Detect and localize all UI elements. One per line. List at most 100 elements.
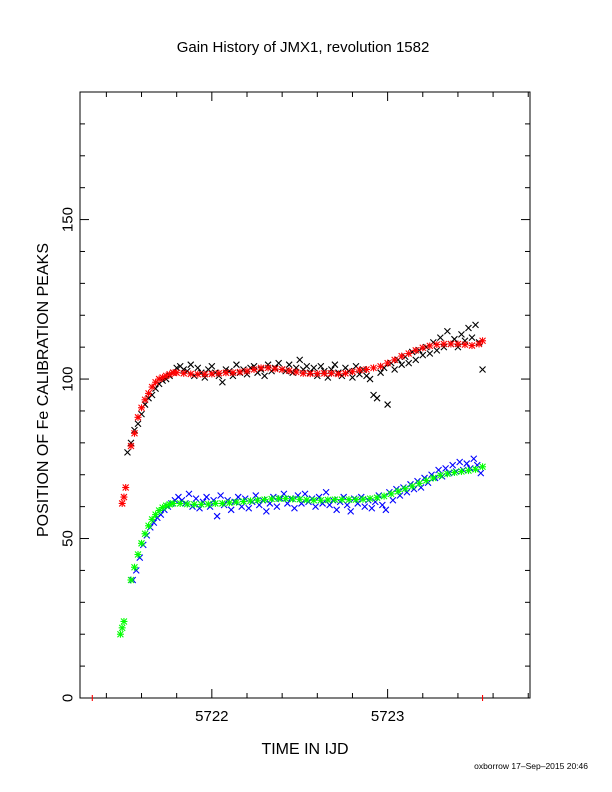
data-points [91, 321, 487, 701]
data-point-series-1 [261, 372, 268, 380]
data-point-series-1 [384, 401, 392, 408]
data-point-series-2 [222, 369, 230, 377]
data-point-series-4 [450, 469, 458, 477]
data-point-series-2 [285, 367, 293, 375]
data-point-series-2 [208, 370, 216, 378]
data-point-series-2 [257, 364, 265, 372]
data-point-series-4 [261, 496, 269, 504]
data-point-series-2 [313, 370, 321, 378]
y-tick-label: 50 [60, 530, 77, 547]
data-point-series-4 [118, 624, 126, 632]
data-point-series-4 [457, 468, 465, 476]
data-point-series-4 [394, 487, 402, 495]
data-point-series-4 [162, 502, 170, 510]
data-point-series-2 [391, 356, 399, 364]
data-point-series-2 [479, 337, 487, 345]
data-point-series-4 [176, 499, 184, 507]
data-point-series-3 [312, 503, 319, 511]
data-point-series-3 [301, 490, 309, 498]
data-point-series-1 [218, 378, 226, 386]
data-point-series-2 [138, 404, 146, 412]
data-point-series-4 [197, 500, 205, 508]
data-point-series-2 [236, 368, 244, 376]
data-point-series-3 [213, 512, 221, 520]
data-point-series-2 [250, 365, 258, 373]
data-point-series-3 [192, 495, 200, 503]
data-point-series-4 [145, 522, 153, 530]
data-point-series-4 [479, 463, 487, 471]
data-point-series-4 [373, 494, 381, 502]
data-point-series-3 [477, 469, 485, 477]
data-point-series-4 [387, 490, 395, 498]
data-point-series-1 [412, 356, 420, 364]
data-point-series-2 [454, 340, 462, 348]
data-point-series-1 [233, 361, 240, 369]
x-tick-label: 5722 [195, 708, 228, 725]
data-point-series-2 [398, 352, 406, 360]
data-point-series-2 [419, 344, 427, 352]
data-point-series-1 [377, 369, 384, 377]
data-point-series-2 [162, 372, 170, 380]
data-point-series-1 [366, 375, 374, 383]
data-point-series-3 [368, 504, 376, 512]
data-point-series-2 [148, 383, 156, 391]
data-point-series-2 [412, 346, 420, 354]
data-point-series-3 [347, 508, 355, 515]
data-point-series-4 [472, 465, 480, 473]
data-point-series-1 [468, 334, 476, 341]
data-point-series-2 [120, 493, 128, 501]
data-point-series-4 [331, 496, 339, 504]
data-point-series-1 [124, 449, 131, 456]
data-point-series-1 [433, 346, 441, 354]
data-point-series-4 [239, 498, 247, 506]
data-point-series-3 [449, 461, 457, 469]
data-point-series-1 [426, 350, 434, 357]
data-point-series-4 [254, 496, 262, 504]
data-point-series-2 [447, 340, 455, 348]
data-point-series-2 [440, 340, 448, 348]
y-axis-label: POSITION OF Fe CALIBRATION PEAKS [35, 243, 52, 537]
data-point-series-3 [456, 458, 464, 466]
data-point-series-1 [443, 327, 451, 335]
data-point-series-3 [322, 488, 330, 496]
data-point-series-4 [268, 495, 276, 503]
data-point-series-4 [232, 498, 240, 506]
data-point-series-3 [291, 504, 298, 512]
data-point-series-2 [194, 370, 202, 378]
y-tick-label: 0 [60, 694, 77, 702]
data-point-series-2 [271, 365, 279, 373]
data-point-series-4 [225, 499, 233, 507]
data-point-series-1 [208, 362, 216, 370]
data-point-series-4 [282, 495, 290, 503]
data-point-series-4 [443, 470, 451, 478]
data-point-series-1 [451, 335, 458, 343]
data-point-series-4 [436, 471, 444, 479]
data-point-series-1 [458, 331, 465, 338]
data-point-series-1 [134, 420, 142, 428]
data-point-series-2 [370, 364, 378, 372]
data-point-series-4 [352, 496, 360, 504]
data-point-series-3 [217, 492, 225, 499]
data-point-series-1 [373, 394, 381, 402]
data-point-series-3 [382, 506, 390, 514]
y-tick-label: 100 [60, 367, 77, 392]
data-point-series-2 [348, 368, 356, 376]
data-point-series-2 [122, 483, 130, 491]
data-point-series-4 [247, 497, 255, 505]
axis-ticks [80, 91, 530, 699]
data-point-series-1 [349, 374, 356, 381]
data-point-series-2 [468, 342, 476, 350]
data-point-series-2 [134, 413, 142, 421]
data-point-series-1 [303, 362, 311, 370]
data-point-series-2 [180, 369, 188, 377]
data-point-series-1 [465, 324, 472, 332]
data-point-series-3 [273, 503, 281, 511]
data-point-series-2 [145, 389, 153, 397]
plot-frame [79, 91, 531, 699]
data-point-series-4 [401, 485, 409, 493]
data-point-series-3 [245, 504, 253, 512]
data-point-series-2 [327, 369, 335, 377]
data-point-series-3 [389, 496, 397, 504]
data-point-series-2 [384, 359, 392, 367]
